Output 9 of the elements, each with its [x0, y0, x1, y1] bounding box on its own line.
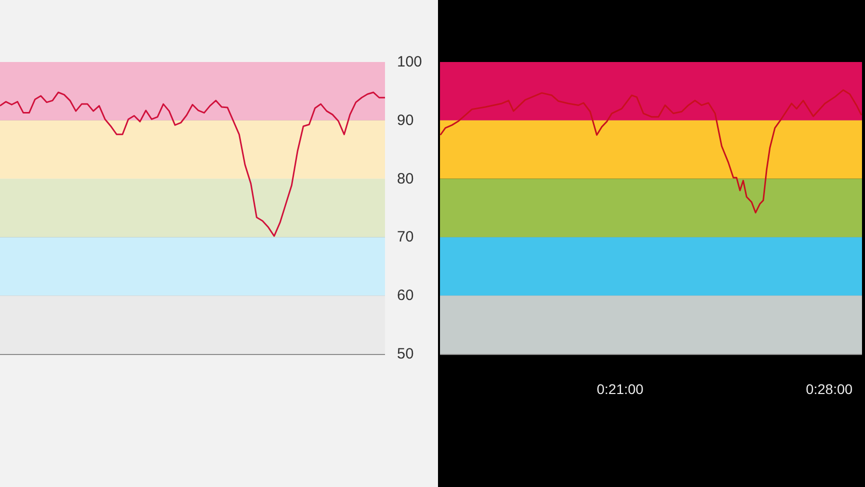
y-tick-label: 50	[397, 346, 414, 362]
y-tick-label: 100	[397, 54, 422, 70]
y-tick-label: 70	[397, 228, 414, 246]
x-tick-label: 0:28:00	[806, 381, 853, 397]
y-tick-label: 80	[397, 170, 414, 188]
line-series	[0, 92, 386, 237]
y-tick-label: 90	[397, 112, 414, 129]
x-tick-label: 0:21:00	[596, 381, 644, 397]
y-tick-label: 60	[397, 287, 414, 304]
